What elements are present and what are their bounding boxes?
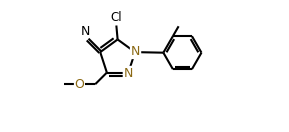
Text: N: N	[81, 25, 90, 38]
Text: N: N	[124, 67, 133, 80]
Text: O: O	[75, 78, 84, 91]
Text: N: N	[131, 45, 140, 58]
Text: Cl: Cl	[110, 11, 122, 24]
